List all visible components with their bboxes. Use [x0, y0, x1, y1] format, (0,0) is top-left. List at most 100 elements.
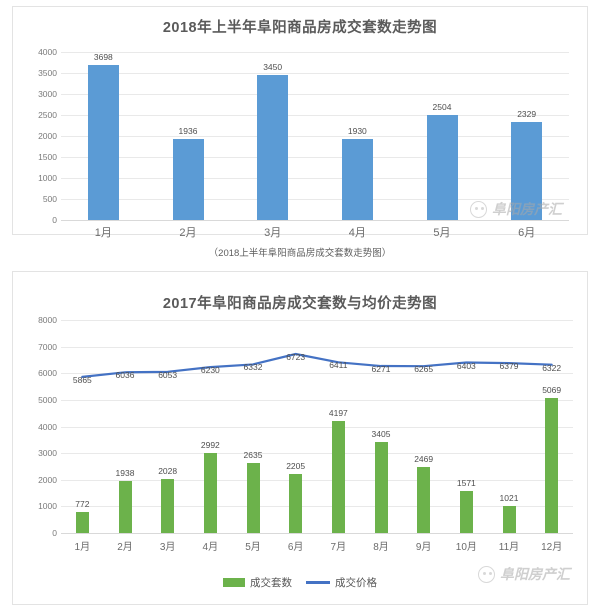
x-axis-tick: 1月 [74, 542, 91, 553]
chart-card-2017-transactions-price: 2017年阜阳商品房成交套数与均价走势图 0 1000 2000 3000 4000 50… [12, 271, 588, 605]
y-axis-tick: 6000 [38, 368, 57, 379]
bar [426, 114, 458, 220]
bar [417, 467, 431, 533]
x-axis-tick: 7月 [330, 542, 347, 553]
bar-value-label: 2205 [286, 461, 306, 472]
chart2-legend: 成交套数 成交价格 [13, 575, 587, 590]
x-axis-tick: 1月 [94, 227, 112, 239]
line-value-label: 6230 [200, 365, 220, 376]
bar [118, 481, 132, 533]
y-axis-tick: 2500 [38, 110, 57, 120]
bar-value-label: 772 [75, 499, 90, 510]
gridline [61, 199, 569, 200]
bar-value-label: 2992 [200, 440, 220, 451]
bar-value-label: 1571 [456, 478, 476, 489]
y-axis-tick: 0 [52, 528, 57, 538]
x-axis-tick: 6月 [287, 542, 304, 553]
bar [87, 64, 119, 220]
gridline [61, 346, 573, 348]
gridline [61, 136, 569, 137]
line-value-label: 6271 [371, 364, 391, 375]
gridline [61, 115, 569, 116]
gridline [61, 157, 569, 158]
line-value-label: 6322 [542, 362, 562, 373]
gridline [61, 94, 569, 95]
legend-label-bar: 成交套数 [250, 577, 292, 589]
line-value-label: 6053 [158, 369, 178, 380]
legend-item-line-series[interactable]: 成交价格 [306, 575, 377, 590]
bar-value-label: 3698 [93, 51, 113, 62]
bar [459, 491, 473, 533]
chart1-plot-area: 0 500 1000 1500 2000 2500 3000 3500 4000 1月 2月 3月 4月… [38, 47, 569, 239]
bar [289, 474, 303, 533]
gridline [61, 220, 569, 221]
chart2-plot-area: 0 1000 2000 3000 4000 5000 6000 7000 8000 1月 2月 3月 4… [38, 315, 573, 553]
gridline [61, 453, 573, 455]
y-axis-tick: 4000 [38, 421, 57, 432]
bar [374, 442, 388, 533]
bar [341, 138, 373, 220]
price-line-series [81, 352, 553, 378]
bar-value-label: 3405 [371, 429, 391, 440]
gridline [61, 52, 569, 53]
bar-value-label: 4197 [328, 408, 348, 419]
bar [331, 421, 345, 533]
x-axis-tick: 12月 [541, 542, 563, 553]
legend-swatch-line-icon [306, 581, 330, 584]
x-axis-tick: 5月 [433, 227, 451, 239]
x-axis-tick: 3月 [159, 542, 176, 553]
x-axis-tick: 5月 [245, 542, 261, 553]
bar [203, 453, 217, 533]
gridline [61, 320, 573, 321]
y-axis-tick: 4000 [38, 47, 57, 57]
chart1-title: 2018年上半年阜阳商品房成交套数走势图 [162, 20, 438, 36]
x-axis-tick: 4月 [202, 542, 219, 553]
chart-card-2018-transactions: 2018年上半年阜阳商品房成交套数走势图 0 500 1000 1500 2000 250… [12, 6, 588, 239]
line-value-label: 6379 [499, 361, 519, 372]
y-axis-tick: 5000 [38, 394, 57, 405]
y-axis-tick: 7000 [38, 341, 57, 352]
bar [75, 512, 89, 533]
bar-value-label: 1021 [499, 492, 519, 503]
y-axis-tick: 3500 [38, 68, 57, 78]
bar-value-label: 5069 [542, 385, 562, 396]
x-axis-tick: 3月 [264, 227, 282, 239]
bar [257, 75, 289, 220]
y-axis-tick: 3000 [38, 448, 57, 459]
legend-label-line: 成交价格 [335, 577, 377, 589]
line-value-label: 6265 [414, 364, 434, 375]
bar-value-label: 1930 [347, 125, 367, 136]
x-axis-tick: 11月 [498, 542, 520, 553]
x-axis-tick: 6月 [518, 227, 536, 239]
bar-value-label: 2329 [517, 109, 537, 120]
gridline [61, 479, 573, 481]
line-value-label: 6403 [456, 360, 476, 371]
gridline [61, 426, 573, 428]
y-axis-tick: 8000 [38, 315, 57, 325]
y-axis-tick: 2000 [38, 131, 57, 141]
bar [246, 462, 260, 533]
bar [511, 122, 543, 220]
gridline [61, 178, 569, 179]
gridline [61, 506, 573, 508]
bar [172, 138, 204, 220]
x-axis-tick: 2月 [117, 542, 133, 553]
y-axis-tick: 0 [52, 215, 57, 225]
y-axis-tick: 1000 [38, 501, 57, 512]
bar-value-label: 2028 [158, 466, 178, 476]
bar [545, 398, 559, 533]
legend-item-bar-series[interactable]: 成交套数 [223, 575, 292, 590]
y-axis-tick: 1500 [38, 152, 57, 162]
x-axis-tick: 4月 [348, 227, 366, 239]
line-value-label: 6411 [329, 360, 348, 371]
bar-value-label: 2635 [243, 449, 263, 460]
y-axis-tick: 500 [42, 194, 57, 204]
y-axis-tick: 2000 [38, 474, 57, 485]
x-axis-tick: 9月 [415, 542, 432, 553]
line-value-label: 6332 [243, 362, 263, 373]
bar [502, 505, 516, 533]
x-axis-tick: 2月 [179, 227, 197, 239]
line-value-label: 5865 [72, 374, 92, 385]
gridline [61, 73, 569, 74]
